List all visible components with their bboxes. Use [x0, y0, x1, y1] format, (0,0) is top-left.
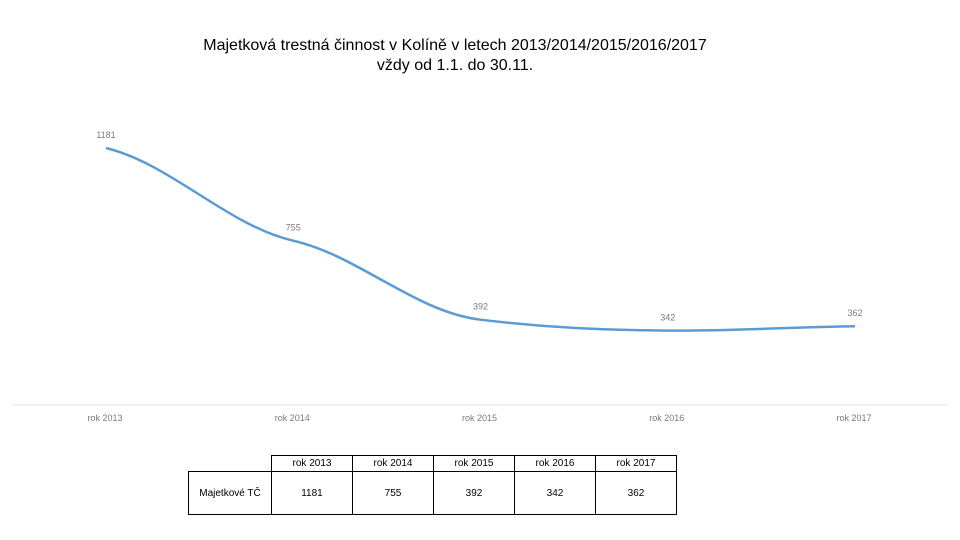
data-label: 755: [286, 223, 301, 233]
table-cell: 362: [595, 471, 677, 515]
table-cell: 342: [514, 471, 596, 515]
table-row-header: Majetkové TČ: [188, 471, 272, 515]
chart-title-line-1: Majetková trestná činnost v Kolíně v let…: [203, 37, 707, 54]
data-label: 1181: [96, 130, 115, 140]
data-label: 342: [660, 313, 675, 323]
x-tick-label: rok 2017: [836, 413, 871, 423]
table-col-header: rok 2015: [433, 455, 515, 472]
table-cell: 392: [433, 471, 515, 515]
x-tick-label: rok 2014: [275, 413, 310, 423]
table-col-header: rok 2016: [514, 455, 596, 472]
line-chart: 1181 755 392 342 362 rok 2013 rok 2014 rok 2015…: [12, 130, 948, 423]
table-col-header: rok 2017: [595, 455, 677, 472]
chart-title: Majetková trestná činnost v Kolíně v let…: [0, 36, 910, 76]
table-cell: 1181: [271, 471, 353, 515]
table-header-row: rok 2013 rok 2014 rok 2015 rok 2016 rok …: [188, 455, 677, 472]
x-tick-label: rok 2016: [649, 413, 684, 423]
data-label: 362: [847, 308, 862, 318]
x-tick-label: rok 2015: [462, 413, 497, 423]
chart-marks: 1181 755 392 342 362 rok 2013 rok 2014 rok 2015…: [87, 130, 871, 423]
chart-title-line-2: vždy od 1.1. do 30.11.: [376, 57, 534, 74]
table-cell: 755: [352, 471, 434, 515]
table-corner-cell: [188, 455, 272, 472]
table-col-header: rok 2014: [352, 455, 434, 472]
series-line: [105, 146, 856, 332]
table-col-header: rok 2013: [271, 455, 353, 472]
data-label: 392: [473, 302, 488, 312]
x-tick-label: rok 2013: [87, 413, 122, 423]
table-row: Majetkové TČ 1181 755 392 342 362: [188, 471, 677, 515]
data-table: rok 2013 rok 2014 rok 2015 rok 2016 rok …: [188, 455, 677, 515]
